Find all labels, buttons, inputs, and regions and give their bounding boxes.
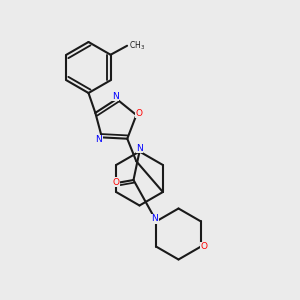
Text: O: O (136, 109, 143, 118)
Text: N: N (136, 144, 143, 153)
Text: N: N (152, 214, 158, 223)
Text: O: O (201, 242, 208, 251)
Text: O: O (113, 178, 120, 187)
Text: CH$_3$: CH$_3$ (130, 40, 146, 52)
Text: N: N (95, 135, 102, 144)
Text: N: N (112, 92, 119, 100)
